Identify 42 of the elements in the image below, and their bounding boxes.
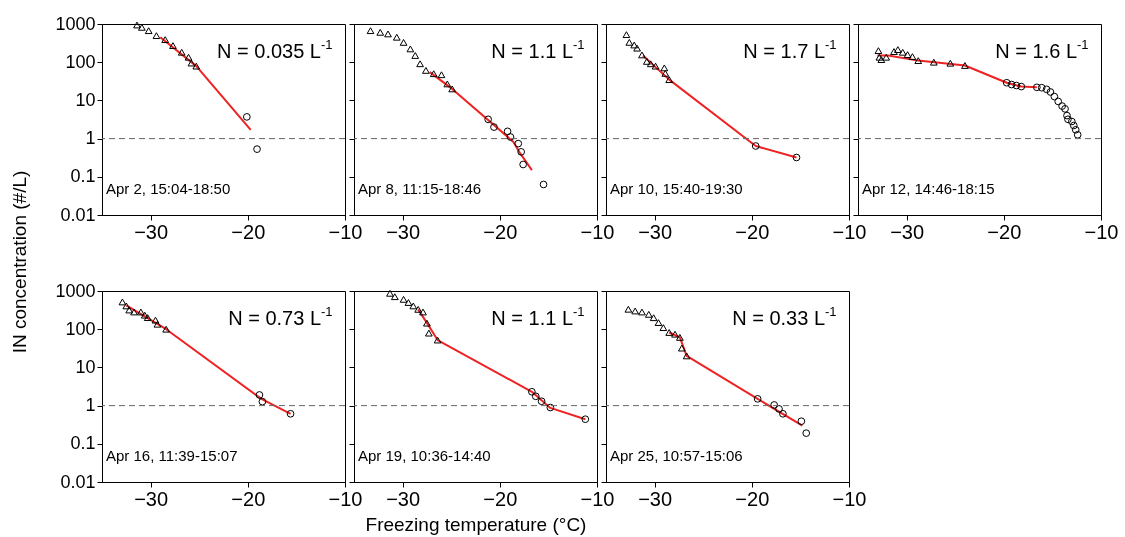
x-tick-label: −20 [987, 220, 1022, 243]
x-tick-label: −20 [231, 487, 266, 510]
x-tick-label: −30 [890, 220, 925, 243]
x-tick-label: −20 [483, 220, 518, 243]
y-tick-label: 10 [75, 89, 96, 110]
y-axis-title: IN concentration (#/L) [9, 170, 31, 354]
x-tick-label: −10 [832, 220, 867, 243]
x-tick-label: −10 [328, 487, 363, 510]
x-axis-title: Freezing temperature (°C) [365, 513, 587, 535]
x-tick-label: −20 [231, 220, 266, 243]
x-tick-label: −20 [483, 487, 518, 510]
annotation: Apr 25, 10:57-15:06 [610, 447, 743, 464]
x-tick-label: −20 [735, 220, 770, 243]
x-tick-label: −10 [328, 220, 363, 243]
annotation: Apr 12, 14:46-18:15 [862, 180, 995, 197]
x-tick-label: −10 [1084, 220, 1119, 243]
x-tick-label: −30 [638, 487, 673, 510]
x-tick-label: −30 [134, 220, 169, 243]
y-tick-label: 100 [65, 51, 96, 72]
x-tick-label: −30 [134, 487, 169, 510]
x-tick-label: −10 [580, 220, 615, 243]
annotation: Apr 2, 15:04-18:50 [106, 180, 231, 197]
x-tick-label: −30 [386, 487, 421, 510]
x-tick-label: −10 [832, 487, 867, 510]
x-tick-label: −30 [386, 220, 421, 243]
y-tick-label: 1000 [55, 13, 96, 34]
y-tick-label: 0.1 [70, 166, 96, 187]
y-tick-label: 1000 [55, 280, 96, 301]
y-tick-label: 0.01 [60, 471, 96, 492]
y-tick-label: 1 [85, 128, 96, 149]
x-tick-label: −10 [580, 487, 615, 510]
y-tick-label: 100 [65, 318, 96, 339]
annotation: Apr 8, 11:15-18:46 [358, 180, 482, 197]
y-tick-label: 10 [75, 356, 96, 377]
annotation: Apr 10, 15:40-19:30 [610, 180, 743, 197]
annotation: Apr 16, 11:39-15:07 [106, 447, 238, 464]
x-tick-label: −30 [638, 220, 673, 243]
x-tick-label: −20 [735, 487, 770, 510]
y-tick-label: 0.1 [70, 433, 96, 454]
y-tick-label: 1 [85, 395, 96, 416]
y-tick-label: 0.01 [60, 204, 96, 225]
annotation: Apr 19, 10:36-14:40 [358, 447, 491, 464]
